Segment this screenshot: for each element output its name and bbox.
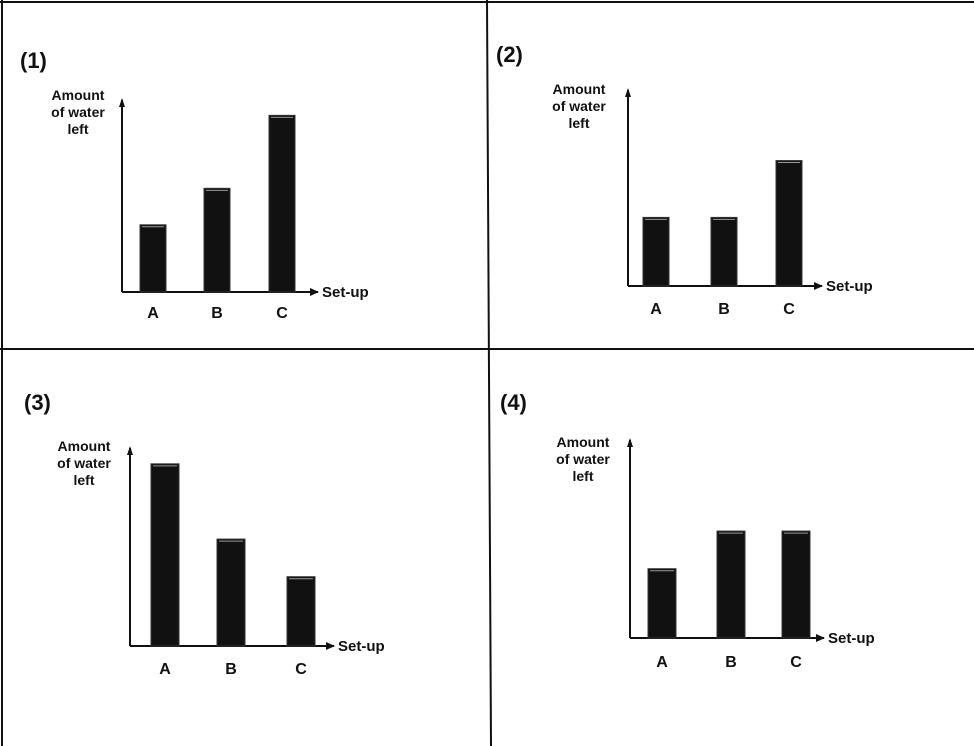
y-axis-label: Amount of water left bbox=[57, 438, 111, 488]
y-axis-label: Amount of water left bbox=[51, 87, 105, 137]
bar-C bbox=[781, 530, 811, 639]
y-axis-label-line: of water bbox=[51, 104, 105, 120]
bar-B bbox=[203, 187, 231, 293]
x-tick-label: B bbox=[718, 301, 730, 318]
x-tick-label: A bbox=[656, 654, 668, 671]
x-tick-label: A bbox=[650, 301, 662, 318]
y-axis-arrowhead bbox=[127, 446, 133, 455]
bar-A bbox=[150, 463, 180, 647]
x-axis-label: Set-up bbox=[338, 638, 385, 655]
y-axis-label-line: of water bbox=[556, 451, 610, 467]
y-axis-label-line: left bbox=[68, 121, 89, 137]
bar-C bbox=[775, 160, 803, 287]
panel-number-label: (4) bbox=[500, 390, 527, 415]
y-axis-arrowhead bbox=[627, 438, 633, 447]
bar-A bbox=[139, 224, 167, 293]
chart-panel-2: (2) Amount of water left Set-up A B C bbox=[496, 42, 873, 318]
x-axis-arrowhead bbox=[814, 282, 823, 290]
y-axis-label: Amount of water left bbox=[552, 81, 606, 131]
bar-B bbox=[710, 216, 738, 287]
panel-number-label: (1) bbox=[20, 48, 47, 73]
x-tick-label: A bbox=[147, 305, 159, 322]
y-axis-label-line: left bbox=[573, 468, 594, 484]
x-tick-label: C bbox=[790, 654, 802, 671]
y-axis-label-line: of water bbox=[57, 455, 111, 471]
x-axis-arrowhead bbox=[816, 634, 825, 642]
x-axis-arrowhead bbox=[326, 642, 335, 650]
bar-C bbox=[268, 114, 296, 293]
x-axis-arrowhead bbox=[310, 288, 319, 296]
bar-A bbox=[647, 568, 677, 639]
x-axis-label: Set-up bbox=[322, 284, 369, 301]
x-tick-label: C bbox=[783, 301, 795, 318]
x-tick-label: C bbox=[276, 305, 288, 322]
y-axis-label: Amount of water left bbox=[556, 434, 610, 484]
y-axis-label-line: left bbox=[569, 115, 590, 131]
bar-A bbox=[642, 216, 670, 287]
x-axis-label: Set-up bbox=[828, 630, 875, 647]
y-axis-label-line: Amount bbox=[58, 438, 111, 454]
y-axis-label-line: Amount bbox=[557, 434, 610, 450]
x-tick-label: C bbox=[295, 661, 307, 678]
bar-C bbox=[286, 576, 316, 647]
y-axis-label-line: Amount bbox=[553, 81, 606, 97]
x-tick-label: B bbox=[211, 305, 223, 322]
x-axis-label: Set-up bbox=[826, 278, 873, 295]
y-axis-arrowhead bbox=[119, 98, 125, 107]
bar-B bbox=[716, 530, 746, 639]
vertical-divider bbox=[486, 0, 492, 746]
y-axis-label-line: of water bbox=[552, 98, 606, 114]
bar-B bbox=[216, 538, 246, 647]
y-axis-arrowhead bbox=[625, 88, 631, 97]
y-axis-label-line: left bbox=[74, 472, 95, 488]
y-axis-label-line: Amount bbox=[52, 87, 105, 103]
panel-number-label: (2) bbox=[496, 42, 523, 67]
x-tick-label: B bbox=[225, 661, 237, 678]
x-tick-label: A bbox=[159, 661, 171, 678]
chart-panel-4: (4) Amount of water left Set-up A B C bbox=[500, 390, 875, 671]
x-tick-label: B bbox=[725, 654, 737, 671]
panel-number-label: (3) bbox=[24, 390, 51, 415]
